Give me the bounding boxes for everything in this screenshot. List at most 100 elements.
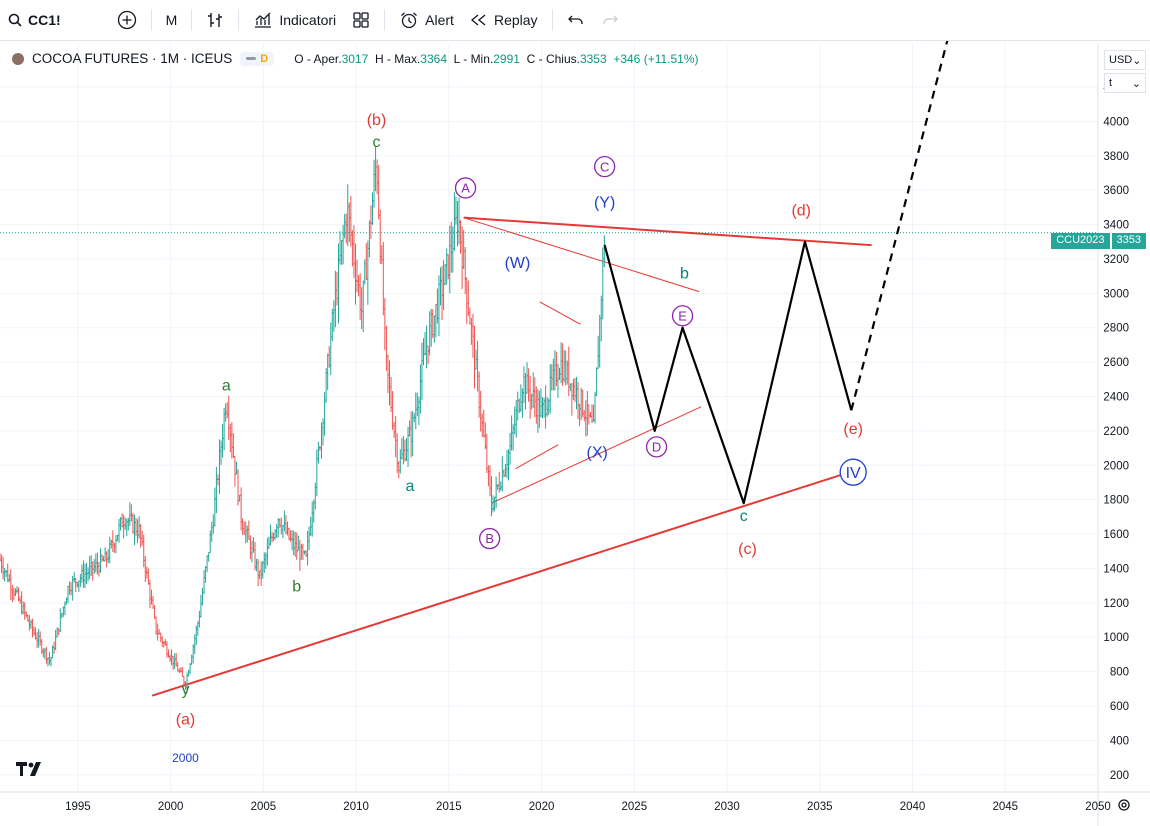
price-tick-label: 1600 (1103, 529, 1129, 541)
time-tick-label: 2030 (714, 801, 740, 813)
price-chart[interactable]: (a) y 2000 a b (b) c a A B (W) (X) C (Y) D Eb c (c) (d) (e)… (0, 41, 1150, 826)
wave-labels: (a) y 2000 a b (b) c a A B (W) (X) C (Y) D Eb c (c) (d) (e)… (172, 112, 867, 765)
projection-extension (850, 41, 949, 411)
time-tick-label: 2035 (807, 801, 833, 813)
wave-label: y (181, 682, 189, 699)
close-value: 3353 (579, 51, 607, 66)
wave-label: c (740, 508, 748, 525)
price-tag-value: 3353 (1111, 233, 1146, 249)
alert-label: Alert (425, 12, 454, 28)
wave-label-circle (593, 155, 616, 178)
wave-label: (Y) (594, 194, 615, 211)
projection-line (603, 240, 853, 505)
compare-button[interactable] (109, 5, 145, 35)
currency-select[interactable]: USD ⌄ (1104, 50, 1146, 70)
trendline (491, 406, 702, 504)
gear-icon[interactable] (1116, 797, 1132, 818)
high-value: 3364 (420, 51, 447, 66)
price-tick-label: 1400 (1103, 563, 1129, 575)
wave-label: b (680, 265, 689, 282)
price-tick-label: 2000 (1103, 460, 1129, 472)
price-tick-label: 1200 (1103, 598, 1129, 610)
price-tick-label: 3200 (1103, 254, 1129, 266)
price-tick-label: 800 (1110, 667, 1129, 679)
market-closed-icon (246, 57, 257, 60)
time-tick-label: 2020 (529, 801, 555, 813)
plus-circle-icon (117, 10, 136, 30)
price-tick-label: 2200 (1103, 426, 1129, 438)
price-tick-label: 2800 (1103, 323, 1129, 335)
grid-icon (353, 12, 369, 28)
price-tick-label: 3000 (1103, 288, 1129, 300)
alert-button[interactable]: Alert (391, 5, 462, 35)
wave-label: a (405, 478, 414, 495)
indicators-icon (255, 12, 272, 28)
high-label: H - Max. (374, 51, 421, 66)
indicators-button[interactable]: Indicatori (245, 5, 344, 35)
status-badge[interactable]: D (240, 51, 275, 66)
ohlc-readout: O - Aper.3017 H - Max.3364 L - Min.2991 … (294, 52, 698, 66)
toolbar-divider (551, 9, 553, 31)
price-tick-label: 2400 (1103, 392, 1129, 404)
indicators-label: Indicatori (279, 12, 337, 28)
wave-label: D (652, 440, 661, 455)
price-tick-label: 3800 (1103, 151, 1129, 163)
tradingview-logo-icon[interactable] (15, 760, 47, 783)
redo-button[interactable] (593, 5, 627, 35)
time-tick-label: 2015 (436, 801, 462, 813)
price-tick-label: 3400 (1103, 220, 1129, 232)
time-tick-label: 2025 (622, 801, 648, 813)
interval-button[interactable]: M (158, 5, 186, 35)
wave-label-circle (839, 458, 867, 486)
time-tick-label: 2045 (992, 801, 1018, 813)
time-tick-label: 2005 (251, 801, 277, 813)
toolbar-divider (191, 9, 193, 31)
rewind-icon (470, 14, 486, 26)
replay-button[interactable]: Replay (462, 5, 546, 35)
wave-label: IV (846, 465, 861, 482)
layouts-button[interactable] (344, 5, 378, 35)
trendline (539, 301, 581, 325)
price-tick-label: 1800 (1103, 495, 1129, 507)
trendlines (151, 216, 872, 697)
open-label: O - Aper. (294, 51, 342, 66)
wave-label: (b) (367, 112, 387, 129)
wave-label: (W) (505, 255, 531, 272)
alarm-clock-icon (401, 12, 418, 29)
chart-type-button[interactable] (198, 5, 232, 35)
projection-path (603, 41, 949, 505)
wave-label: C (600, 159, 609, 174)
time-tick-label: 1995 (65, 801, 91, 813)
time-tick-label: 2040 (900, 801, 926, 813)
chart-legend: COCOA FUTURES · 1M · ICEUS D O - Aper.30… (12, 51, 699, 66)
time-tick-label: 2000 (158, 801, 184, 813)
price-tick-label: 2600 (1103, 357, 1129, 369)
interval-label: M (165, 12, 178, 28)
wave-label: (e) (843, 421, 863, 438)
wave-label: b (292, 579, 301, 596)
wave-label: a (222, 377, 231, 394)
price-axis: 200 400 600 800 1000 1200 1400 1600 1800 2000 2200… (1097, 44, 1129, 826)
unit-select[interactable]: t ⌄ (1104, 73, 1146, 93)
badge-letter: D (260, 52, 269, 65)
wave-label-circle (478, 527, 501, 550)
undo-button[interactable] (559, 5, 593, 35)
trendline (463, 217, 700, 293)
symbol-search[interactable]: CC1! (0, 5, 69, 35)
price-tick-label: 400 (1110, 735, 1129, 747)
price-tick-label: 3600 (1103, 185, 1129, 197)
bars-chart-icon (208, 13, 223, 27)
redo-icon (602, 15, 618, 24)
undo-icon (567, 15, 583, 24)
replay-label: Replay (493, 12, 538, 28)
change-value: +346 (+11.51%) (613, 51, 699, 66)
trendline (463, 216, 872, 247)
legend-title[interactable]: COCOA FUTURES · 1M · ICEUS (32, 51, 233, 66)
time-axis: 1995 2000 2005 2010 2015 2020 2025 2030 2035 2040… (0, 791, 1150, 813)
wave-label: c (373, 134, 381, 151)
toolbar-divider (384, 9, 386, 31)
symbol-label: CC1! (28, 12, 61, 28)
top-toolbar: CC1! M Indicatori Alert Replay (0, 0, 1150, 41)
chart-grid (0, 44, 1099, 792)
